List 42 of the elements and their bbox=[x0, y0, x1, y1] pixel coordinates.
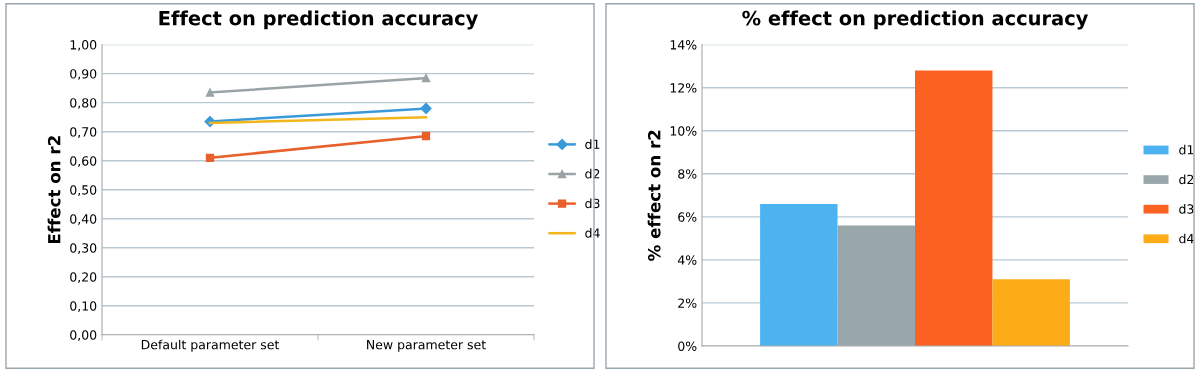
point bbox=[421, 131, 431, 141]
y-tick-label: 12% bbox=[670, 83, 697, 93]
point bbox=[205, 88, 215, 97]
y-tick-label: 2% bbox=[678, 298, 697, 308]
bar bbox=[760, 203, 838, 346]
y-axis-title: % effect on r2 bbox=[647, 130, 661, 261]
y-tick-label: 1,00 bbox=[70, 40, 97, 51]
y-tick-label: 0,00 bbox=[70, 330, 97, 341]
legend-label: d1 bbox=[1179, 144, 1194, 155]
y-tick-label: 0% bbox=[678, 341, 697, 351]
y-tick-label: 0,50 bbox=[70, 185, 97, 196]
chart-title: Effect on prediction accuracy bbox=[159, 10, 478, 30]
legend-label: d1 bbox=[585, 139, 600, 149]
x-tick-label: Default parameter set bbox=[141, 339, 280, 352]
y-tick-label: 0,80 bbox=[70, 98, 97, 109]
legend-label: d3 bbox=[585, 198, 600, 209]
y-tick-label: 0,40 bbox=[70, 214, 97, 225]
y-tick-label: 0,20 bbox=[70, 272, 97, 283]
point bbox=[205, 153, 215, 162]
legend-label: d4 bbox=[585, 228, 600, 238]
y-tick-label: 0,10 bbox=[70, 301, 97, 312]
bar bbox=[915, 70, 993, 346]
legend-label: d3 bbox=[1179, 204, 1194, 214]
bar bbox=[992, 279, 1070, 346]
point bbox=[420, 102, 432, 115]
legend-label: d4 bbox=[1179, 233, 1194, 244]
y-axis-title: Effect on r2 bbox=[47, 136, 61, 244]
y-tick-label: 0,70 bbox=[70, 127, 97, 138]
legend-label: d2 bbox=[585, 168, 600, 179]
y-tick-label: 14% bbox=[670, 40, 697, 50]
y-tick-label: 0,90 bbox=[70, 69, 97, 80]
point bbox=[421, 73, 431, 83]
x-tick-label: New parameter set bbox=[367, 340, 486, 352]
y-tick-label: 4% bbox=[677, 255, 697, 265]
y-tick-label: 0,60 bbox=[70, 156, 97, 167]
y-tick-label: 6% bbox=[678, 212, 697, 222]
y-tick-label: 8% bbox=[678, 169, 697, 179]
chart-title: % effect on prediction accuracy bbox=[742, 10, 1089, 30]
bar bbox=[837, 225, 915, 346]
legend-label: d2 bbox=[1179, 174, 1194, 185]
y-tick-label: 0,30 bbox=[70, 243, 97, 254]
y-tick-label: 10% bbox=[670, 126, 697, 136]
